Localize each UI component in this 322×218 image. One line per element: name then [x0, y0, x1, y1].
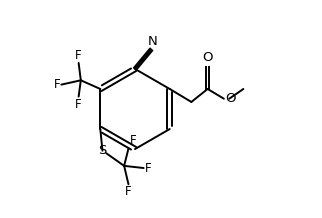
Text: S: S [98, 144, 107, 157]
Text: F: F [129, 135, 136, 147]
Text: F: F [75, 49, 82, 62]
Text: F: F [145, 162, 151, 175]
Text: N: N [148, 35, 158, 48]
Text: F: F [75, 98, 82, 111]
Text: O: O [225, 92, 235, 105]
Text: F: F [125, 185, 132, 198]
Text: F: F [53, 78, 60, 91]
Text: O: O [202, 51, 213, 64]
